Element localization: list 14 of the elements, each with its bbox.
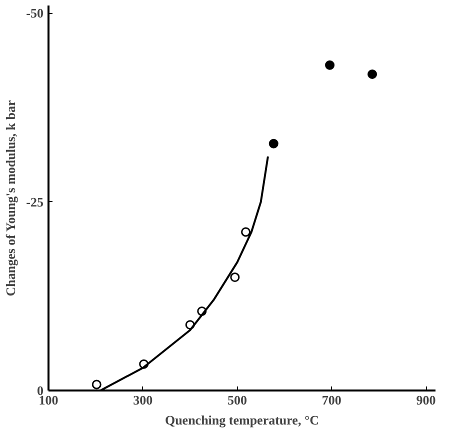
x-tick-label: 900 (416, 392, 436, 408)
x-tick-label: 300 (133, 392, 153, 408)
point (368, 69, 378, 79)
point (325, 60, 335, 70)
point (268, 138, 278, 148)
point (241, 227, 251, 237)
x-tick-label: 700 (322, 392, 342, 408)
point (92, 380, 102, 390)
y-axis-title: Changes of Young's modulus, k bar (3, 100, 18, 296)
x-axis-title: Quenching temperature, °C (164, 412, 320, 428)
x-tick-label: 500 (228, 392, 248, 408)
y-tick-label: -50 (26, 6, 44, 21)
y-tick-label: -25 (26, 194, 44, 210)
point (230, 272, 240, 282)
